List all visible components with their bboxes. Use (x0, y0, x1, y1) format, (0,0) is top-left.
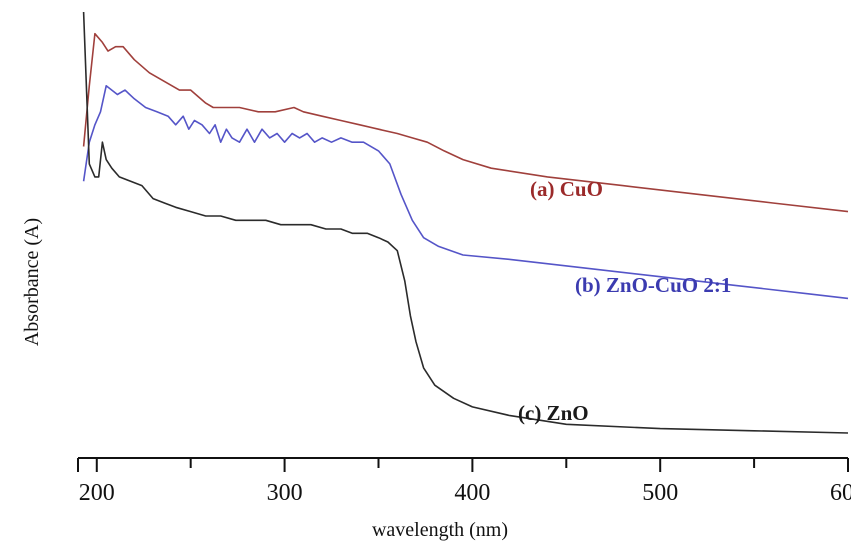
x-tick-label: 400 (454, 480, 490, 506)
x-axis-ticks (77, 458, 849, 472)
x-tick-label: 500 (642, 480, 678, 506)
series-line-0 (82, 32, 849, 213)
series-label: (c) ZnO (518, 401, 589, 425)
plot-area (82, 11, 849, 434)
x-tick-label: 200 (79, 480, 115, 506)
series-label: (b) ZnO-CuO 2:1 (575, 273, 731, 297)
x-tick-label: 600 (830, 480, 851, 506)
x-axis-tick-labels: 200 300 400 500 600 (79, 480, 851, 506)
series-labels: (a) CuO (b) ZnO-CuO 2:1 (c) ZnO (518, 177, 731, 425)
x-axis-label: wavelength (nm) (372, 519, 508, 541)
series-line-2 (82, 11, 849, 434)
x-tick-label: 300 (267, 480, 303, 506)
series-label: (a) CuO (530, 177, 603, 201)
series-line-1 (82, 85, 849, 300)
y-axis-label: Absorbance (A) (21, 218, 43, 346)
